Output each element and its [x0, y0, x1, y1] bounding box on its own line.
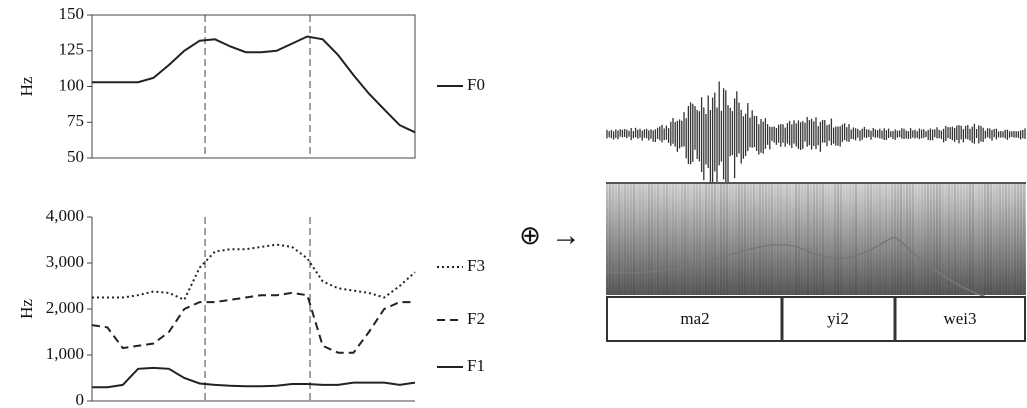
segment-label: yi2 [827, 309, 849, 328]
arrow: → [551, 219, 581, 252]
y-tick-label: 4,000 [46, 206, 84, 225]
operator: ⊕ [519, 221, 541, 250]
tier [606, 296, 1026, 342]
y-tick-label: 2,000 [46, 298, 84, 317]
legend-label: F1 [467, 356, 485, 375]
y-tick-label: 0 [76, 390, 85, 408]
series-line [92, 243, 416, 302]
spectrogram [606, 183, 1026, 295]
y-tick-label: 75 [67, 111, 84, 130]
y-tick-label: 50 [67, 147, 84, 166]
y-tick-label: 125 [59, 40, 85, 59]
series-line [91, 291, 415, 354]
legend-label: F2 [467, 309, 485, 328]
segment-label: wei3 [943, 309, 976, 328]
plot-frame [91, 14, 416, 159]
y-axis-label: Hz [17, 76, 36, 96]
series-line [92, 366, 416, 389]
waveform [606, 81, 1026, 187]
legend-label: F3 [467, 256, 485, 275]
series-line [92, 35, 416, 134]
segment-label: ma2 [680, 309, 709, 328]
pitch-contour [605, 236, 991, 299]
y-axis-label: Hz [17, 299, 36, 319]
y-tick-label: 100 [59, 75, 85, 94]
spectrogram-texture [606, 184, 1025, 295]
y-tick-label: 150 [59, 4, 85, 23]
legend-label: F0 [467, 75, 485, 94]
y-tick-label: 3,000 [46, 252, 84, 271]
y-tick-label: 1,000 [46, 344, 84, 363]
